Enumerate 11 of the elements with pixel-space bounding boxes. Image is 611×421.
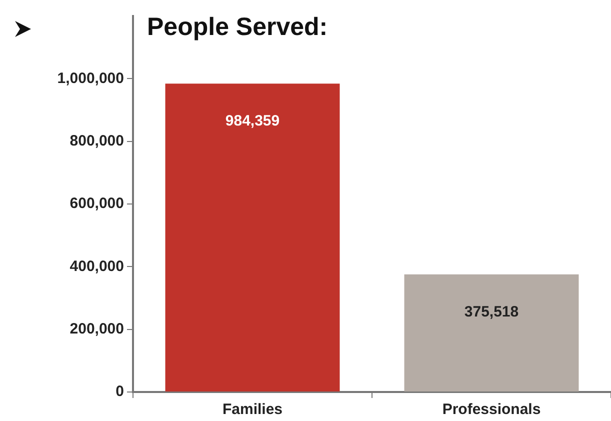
y-tick-label: 200,000: [70, 320, 124, 338]
data-label: 375,518: [464, 303, 519, 320]
y-tick-label: 0: [116, 383, 124, 400]
y-tick-label: 400,000: [70, 258, 124, 275]
data-label: 984,359: [225, 112, 280, 130]
chart-title: People Served:: [147, 12, 328, 41]
y-tick-label: 600,000: [70, 195, 124, 212]
x-tick-label: Professionals: [442, 401, 541, 418]
x-tick-label: Families: [222, 401, 283, 418]
y-tick-label: 800,000: [70, 132, 124, 150]
y-tick-label: 1,000,000: [57, 70, 124, 87]
